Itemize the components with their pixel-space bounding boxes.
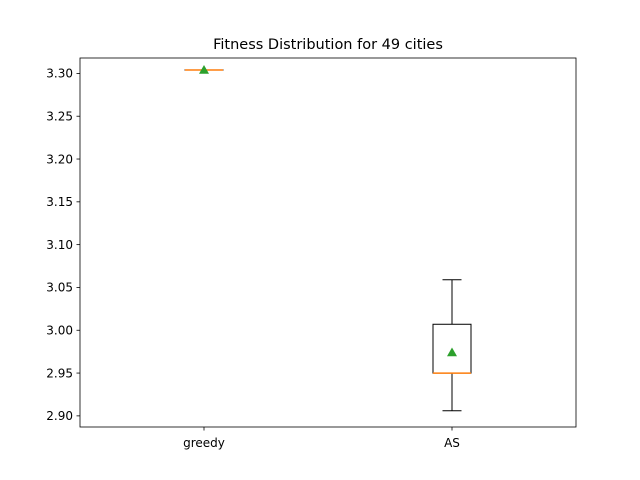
y-tick-label: 3.20: [46, 152, 73, 166]
x-tick-label: greedy: [183, 436, 225, 450]
chart-title: Fitness Distribution for 49 cities: [213, 37, 443, 53]
y-tick-label: 3.25: [46, 110, 73, 124]
y-tick-label: 3.05: [46, 281, 73, 295]
y-tick-label: 3.00: [46, 324, 73, 338]
axes-frame: [79, 57, 577, 428]
y-tick-label: 2.90: [46, 409, 73, 423]
x-tick-label: AS: [444, 436, 460, 450]
y-tick-label: 2.95: [46, 366, 73, 380]
mean-marker: [199, 64, 209, 74]
y-tick-label: 3.30: [46, 67, 73, 81]
y-tick-label: 3.10: [46, 238, 73, 252]
plot-area: 2.90 2.95 3.00 3.05 3.10 3.15 3.20 3.25 3.30 gree…: [46, 64, 472, 450]
mean-marker: [447, 347, 457, 357]
y-tick-label: 3.15: [46, 195, 73, 209]
